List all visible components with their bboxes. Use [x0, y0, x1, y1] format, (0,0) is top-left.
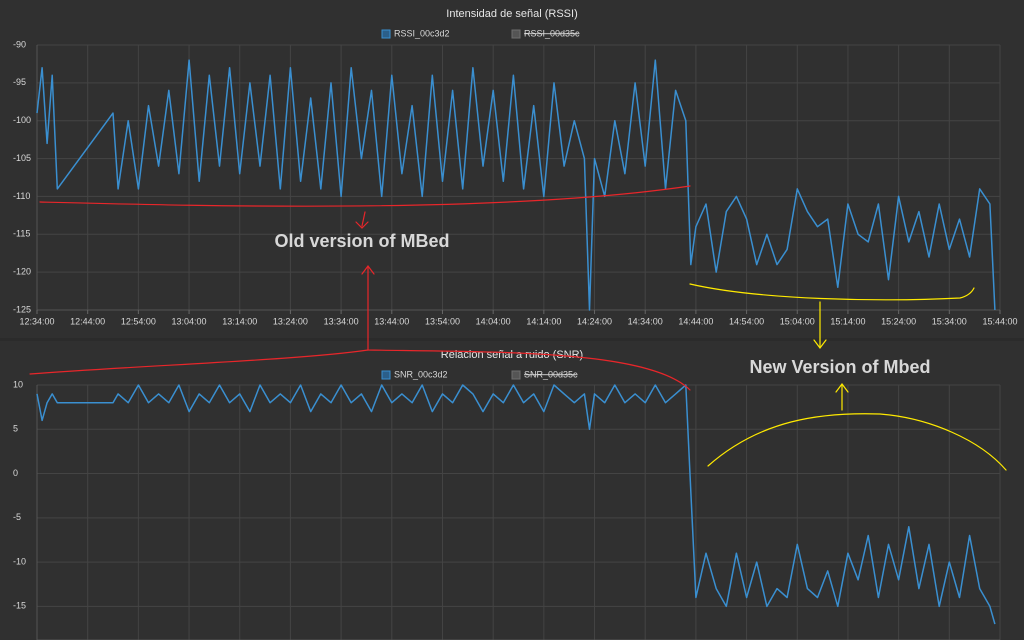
x-tick-label: 14:24:00 [577, 316, 612, 326]
y-tick-label: -90 [13, 39, 26, 49]
annotation-strokes [29, 185, 1007, 471]
x-tick-label: 14:44:00 [678, 316, 713, 326]
y-tick-label: -120 [13, 267, 31, 277]
x-tick-label: 12:44:00 [70, 316, 105, 326]
red-stroke [29, 349, 369, 375]
y-tick-label: 0 [13, 468, 18, 478]
y-tick-label: 5 [13, 424, 18, 434]
chart-title: Relacion señal a ruido (SNR) [441, 349, 583, 361]
x-tick-label: 15:34:00 [932, 316, 967, 326]
x-tick-label: 13:14:00 [222, 316, 257, 326]
red-stroke [39, 185, 691, 207]
y-tick-label: -115 [13, 229, 30, 239]
y-tick-label: -10 [13, 556, 26, 566]
x-tick-label: 13:24:00 [273, 316, 308, 326]
legend-swatch [511, 370, 521, 380]
y-tick-label: -5 [13, 512, 21, 522]
yellow-arrow [835, 383, 849, 411]
data-line [36, 384, 996, 625]
legend-label: SNR_00c3d2 [394, 369, 448, 379]
y-tick-label: -15 [13, 601, 26, 611]
legend-item: SNR_00c3d2 [381, 369, 448, 380]
annotation: Old version of MBed [274, 231, 449, 251]
red-arrow [361, 265, 691, 391]
legend-label: SNR_00d35c [524, 369, 578, 379]
x-tick-label: 15:44:00 [982, 316, 1017, 326]
y-tick-label: -95 [13, 77, 26, 87]
y-tick-label: -105 [13, 153, 31, 163]
red-arrow [355, 211, 369, 229]
x-tick-label: 15:14:00 [830, 316, 865, 326]
x-tick-label: 14:54:00 [729, 316, 764, 326]
legend-item: RSSI_00c3d2 [381, 28, 450, 39]
x-tick-label: 14:14:00 [526, 316, 561, 326]
legend-swatch [381, 370, 391, 380]
yellow-stroke [707, 413, 1007, 471]
legend-label: RSSI_00c3d2 [394, 28, 450, 38]
x-tick-label: 15:24:00 [881, 316, 916, 326]
yellow-arrow [813, 301, 827, 349]
x-tick-label: 13:34:00 [324, 316, 359, 326]
x-tick-label: 12:34:00 [19, 316, 54, 326]
chart-title: Intensidad de señal (RSSI) [446, 8, 577, 20]
charts: Intensidad de señal (RSSI) RSSI_00c3d2 RSS… [13, 8, 1018, 640]
x-tick-label: 13:44:00 [374, 316, 409, 326]
legend-item: SNR_00d35c [511, 369, 578, 380]
y-tick-label: 10 [13, 379, 23, 389]
legend-swatch [511, 29, 521, 39]
y-tick-label: -110 [13, 191, 30, 201]
legend-item: RSSI_00d35c [511, 28, 580, 39]
x-tick-label: 13:54:00 [425, 316, 460, 326]
x-tick-label: 13:04:00 [172, 316, 207, 326]
data-line [36, 59, 996, 311]
panel [0, 0, 1024, 338]
yellow-stroke [689, 283, 975, 301]
legend-swatch [381, 29, 391, 39]
annotation: New Version of Mbed [749, 357, 930, 377]
legend-label: RSSI_00d35c [524, 28, 580, 38]
y-tick-label: -100 [13, 115, 31, 125]
x-tick-label: 12:54:00 [121, 316, 156, 326]
panel [0, 341, 1024, 640]
y-tick-label: -125 [13, 304, 31, 314]
x-tick-label: 14:04:00 [476, 316, 511, 326]
x-tick-label: 14:34:00 [628, 316, 663, 326]
x-tick-label: 15:04:00 [780, 316, 815, 326]
